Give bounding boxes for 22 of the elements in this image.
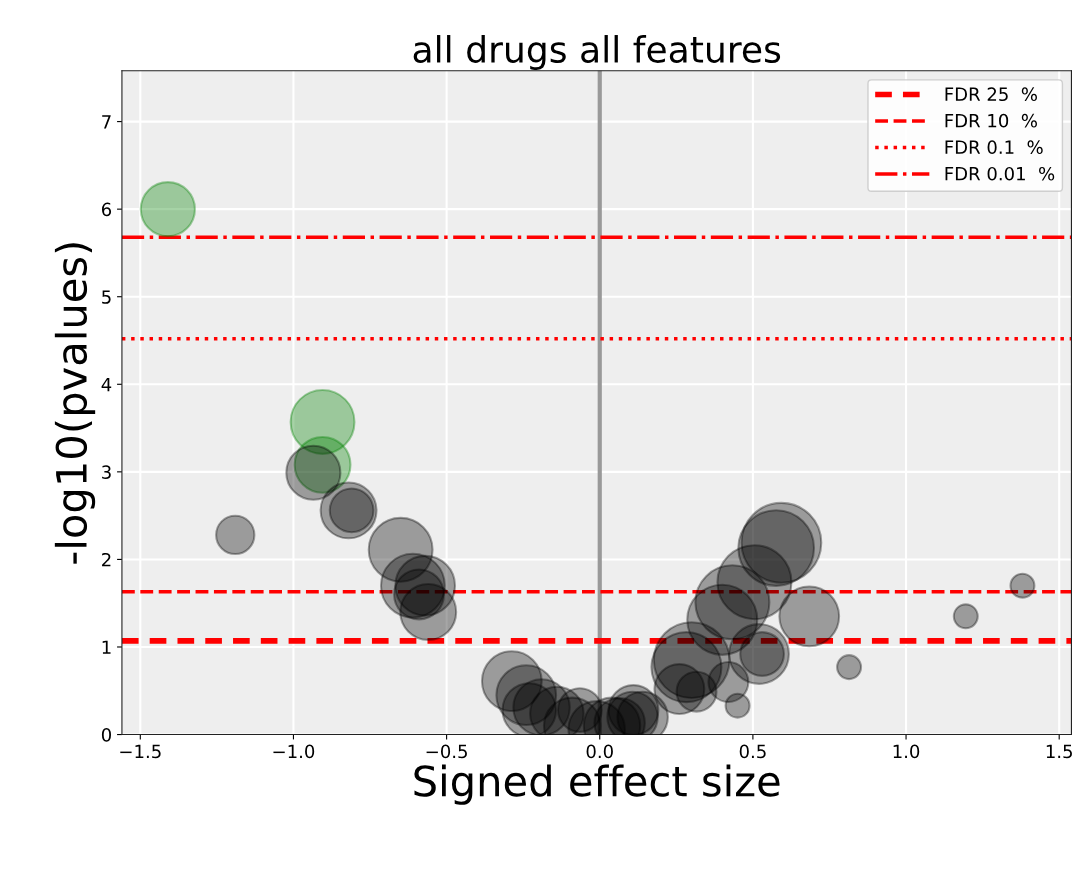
x-tick-label: 1.0: [893, 744, 920, 759]
y-tick-label: 7: [102, 115, 111, 129]
legend-label: FDR 0.01 %: [945, 166, 1055, 181]
x-tick-label: −1.0: [273, 744, 315, 759]
y-axis-title: -log10(pvalues): [54, 243, 96, 564]
legend-label: FDR 0.1 %: [945, 140, 1043, 155]
x-tick-label: 0.0: [586, 744, 613, 759]
x-tick-label: −0.5: [426, 744, 467, 759]
x-tick-label: −1.5: [120, 744, 161, 759]
y-tick-label: 1: [102, 640, 111, 654]
y-tick-label: 4: [101, 377, 112, 392]
legend-label: FDR 10 %: [945, 113, 1037, 128]
y-tick-label: 2: [102, 552, 111, 567]
chart-title: all drugs all features: [413, 35, 781, 70]
y-tick-label: 5: [102, 290, 111, 304]
x-tick-label: 1.5: [1046, 744, 1072, 759]
y-tick-label: 6: [101, 202, 112, 217]
x-tick-label: 0.5: [739, 744, 766, 759]
y-tick-label: 3: [102, 465, 111, 479]
y-tick-label: 0: [101, 728, 112, 742]
x-axis-title: Signed effect size: [414, 764, 780, 805]
legend-label: FDR 25 %: [945, 87, 1037, 102]
